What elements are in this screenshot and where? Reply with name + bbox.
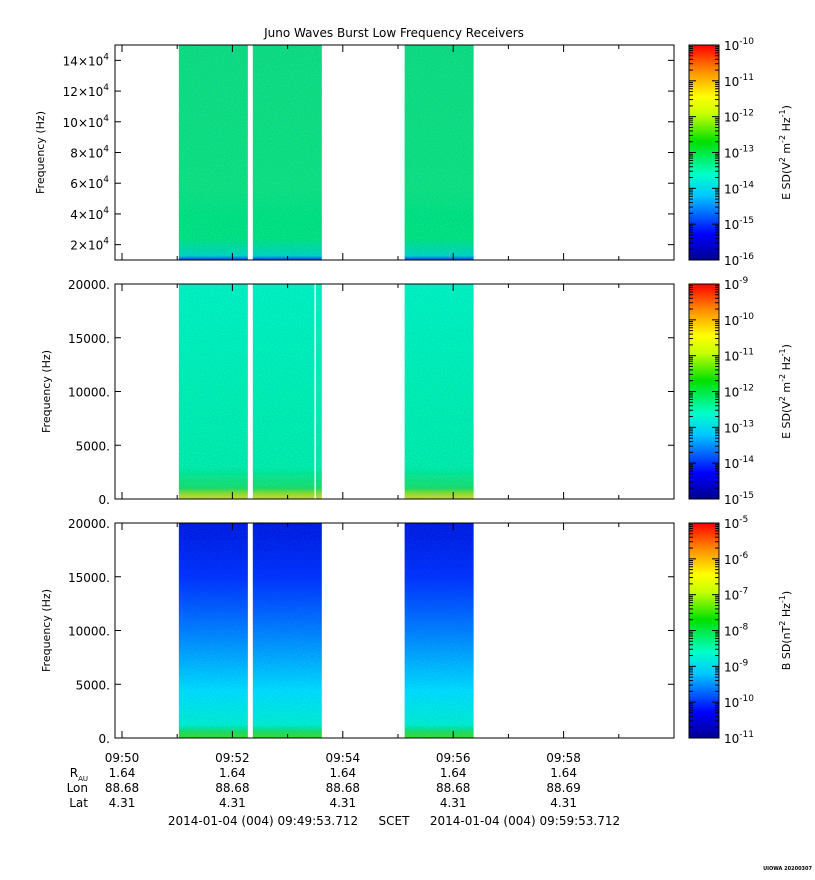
chart-title: Juno Waves Burst Low Frequency Receivers — [263, 26, 524, 40]
ephemeris-value: 88.68 — [436, 781, 470, 795]
colorbar-tick-label: 10-11 — [724, 730, 754, 746]
colorbar-tick-label: 10-14 — [724, 455, 754, 471]
heatmap-block — [178, 284, 248, 499]
y-tick-label: 15000. — [68, 332, 110, 346]
y-tick-label: 12×104 — [63, 83, 110, 99]
y-tick-label: 6×104 — [70, 175, 109, 191]
y-tick-label: 15000. — [68, 571, 110, 585]
colorbar-tick-label: 10-15 — [724, 491, 754, 507]
y-axis-label: Frequency (Hz) — [40, 350, 53, 433]
colorbar-tick-label: 10-10 — [724, 312, 754, 328]
colorbar-label: B SD(nT2 Hz-1) — [778, 591, 793, 670]
y-tick-label: 5000. — [76, 439, 110, 453]
colorbar-tick-label: 10-14 — [724, 180, 754, 196]
ephemeris-value: 1.64 — [329, 766, 356, 780]
colorbar-tick-label: 10-13 — [724, 145, 754, 161]
ephemeris-value: 88.68 — [105, 781, 139, 795]
ephemeris-value: 4.31 — [109, 796, 136, 810]
ephemeris-value: 4.31 — [329, 796, 356, 810]
colorbar-tick-label: 10-15 — [724, 216, 754, 232]
ephemeris-value: 88.69 — [546, 781, 580, 795]
ephemeris-value: 88.68 — [215, 781, 249, 795]
y-tick-label: 10×104 — [63, 114, 110, 130]
time-axis: 09:50 09:52 09:54 09:56 09:58 — [105, 751, 581, 765]
ephemeris-value: 1.64 — [219, 766, 246, 780]
time-tick-label: 09:52 — [215, 751, 250, 765]
start-time-label: 2014-01-04 (004) 09:49:53.712 — [168, 814, 358, 828]
y-tick-label: 4×104 — [70, 206, 109, 222]
y-tick-label: 0. — [99, 732, 110, 746]
colorbar-tick-label: 10-10 — [724, 694, 754, 710]
colorbar-tick-label: 10-7 — [724, 587, 748, 603]
ephemeris-value: 88.68 — [326, 781, 360, 795]
y-tick-label: 10000. — [68, 625, 110, 639]
y-tick-label: 5000. — [76, 678, 110, 692]
time-tick-label: 09:58 — [546, 751, 581, 765]
spectrogram-panel-3: 0. 5000. 10000. 15000. 20000. Frequency (Hz) 1… — [40, 515, 793, 746]
colorbar-tick-label: 10-16 — [724, 252, 754, 268]
colorbar-tick-label: 10-8 — [724, 623, 749, 639]
time-tick-label: 09:54 — [326, 751, 361, 765]
footer-stamp: UIOWA 20200307 — [763, 866, 812, 872]
y-tick-label: 20000. — [68, 278, 110, 292]
colorbar-label: E SD(V2 m-2 Hz-1) — [778, 344, 793, 439]
heatmap-block — [252, 45, 322, 260]
heatmap-block — [178, 45, 248, 260]
time-tick-label: 09:50 — [105, 751, 140, 765]
heatmap-block — [252, 523, 322, 738]
ephemeris-row-label: Lat — [69, 796, 88, 810]
heatmap-block — [178, 523, 248, 738]
ephemeris-value: 4.31 — [550, 796, 577, 810]
ephemeris-value: 4.31 — [440, 796, 467, 810]
heatmap-block — [404, 284, 474, 499]
colorbar-tick-label: 10-10 — [724, 37, 754, 53]
colorbar-label: E SD(V2 m-2 Hz-1) — [778, 105, 793, 200]
heatmap-block — [404, 523, 474, 738]
y-axis-label: Frequency (Hz) — [40, 589, 53, 672]
y-tick-label: 20000. — [68, 517, 110, 531]
time-tick-label: 09:56 — [436, 751, 471, 765]
colorbar-tick-label: 10-12 — [724, 384, 754, 400]
colorbar-tick-label: 10-5 — [724, 515, 748, 531]
y-tick-label: 0. — [99, 493, 110, 507]
colorbar-tick-label: 10-6 — [724, 551, 749, 567]
spectrogram-panel-1: 2×104 4×104 6×104 8×104 10×104 12×104 14×104 Fr… — [34, 37, 793, 268]
y-tick-label: 14×104 — [63, 52, 110, 68]
colorbar-tick-label: 10-9 — [724, 658, 749, 674]
colorbar-tick-label: 10-13 — [724, 419, 754, 435]
ephemeris-row-label: RAU — [70, 766, 88, 783]
colorbar-tick-label: 10-11 — [724, 348, 754, 364]
y-axis-label: Frequency (Hz) — [34, 111, 47, 194]
colorbar-tick-label: 10-12 — [724, 109, 754, 125]
ephemeris-value: 1.64 — [109, 766, 136, 780]
y-tick-label: 8×104 — [70, 145, 109, 161]
colorbar-tick-label: 10-9 — [724, 276, 749, 292]
scet-label: SCET — [379, 814, 411, 828]
spectrogram-panel-2: 0. 5000. 10000. 15000. 20000. Frequency (Hz) 1… — [40, 276, 793, 507]
colorbar-tick-label: 10-11 — [724, 73, 754, 89]
ephemeris-value: 1.64 — [440, 766, 467, 780]
end-time-label: 2014-01-04 (004) 09:59:53.712 — [430, 814, 620, 828]
ephemeris-row-label: Lon — [67, 781, 88, 795]
heatmap-block — [404, 45, 474, 260]
heatmap-block — [252, 284, 322, 499]
ephemeris-value: 1.64 — [550, 766, 577, 780]
ephemeris-value: 4.31 — [219, 796, 246, 810]
y-tick-label: 10000. — [68, 386, 110, 400]
y-tick-label: 2×104 — [70, 237, 109, 253]
ephemeris-table: RAU 1.64 1.64 1.64 1.64 1.64 Lon 88.68 88.68 88.6… — [67, 766, 581, 810]
